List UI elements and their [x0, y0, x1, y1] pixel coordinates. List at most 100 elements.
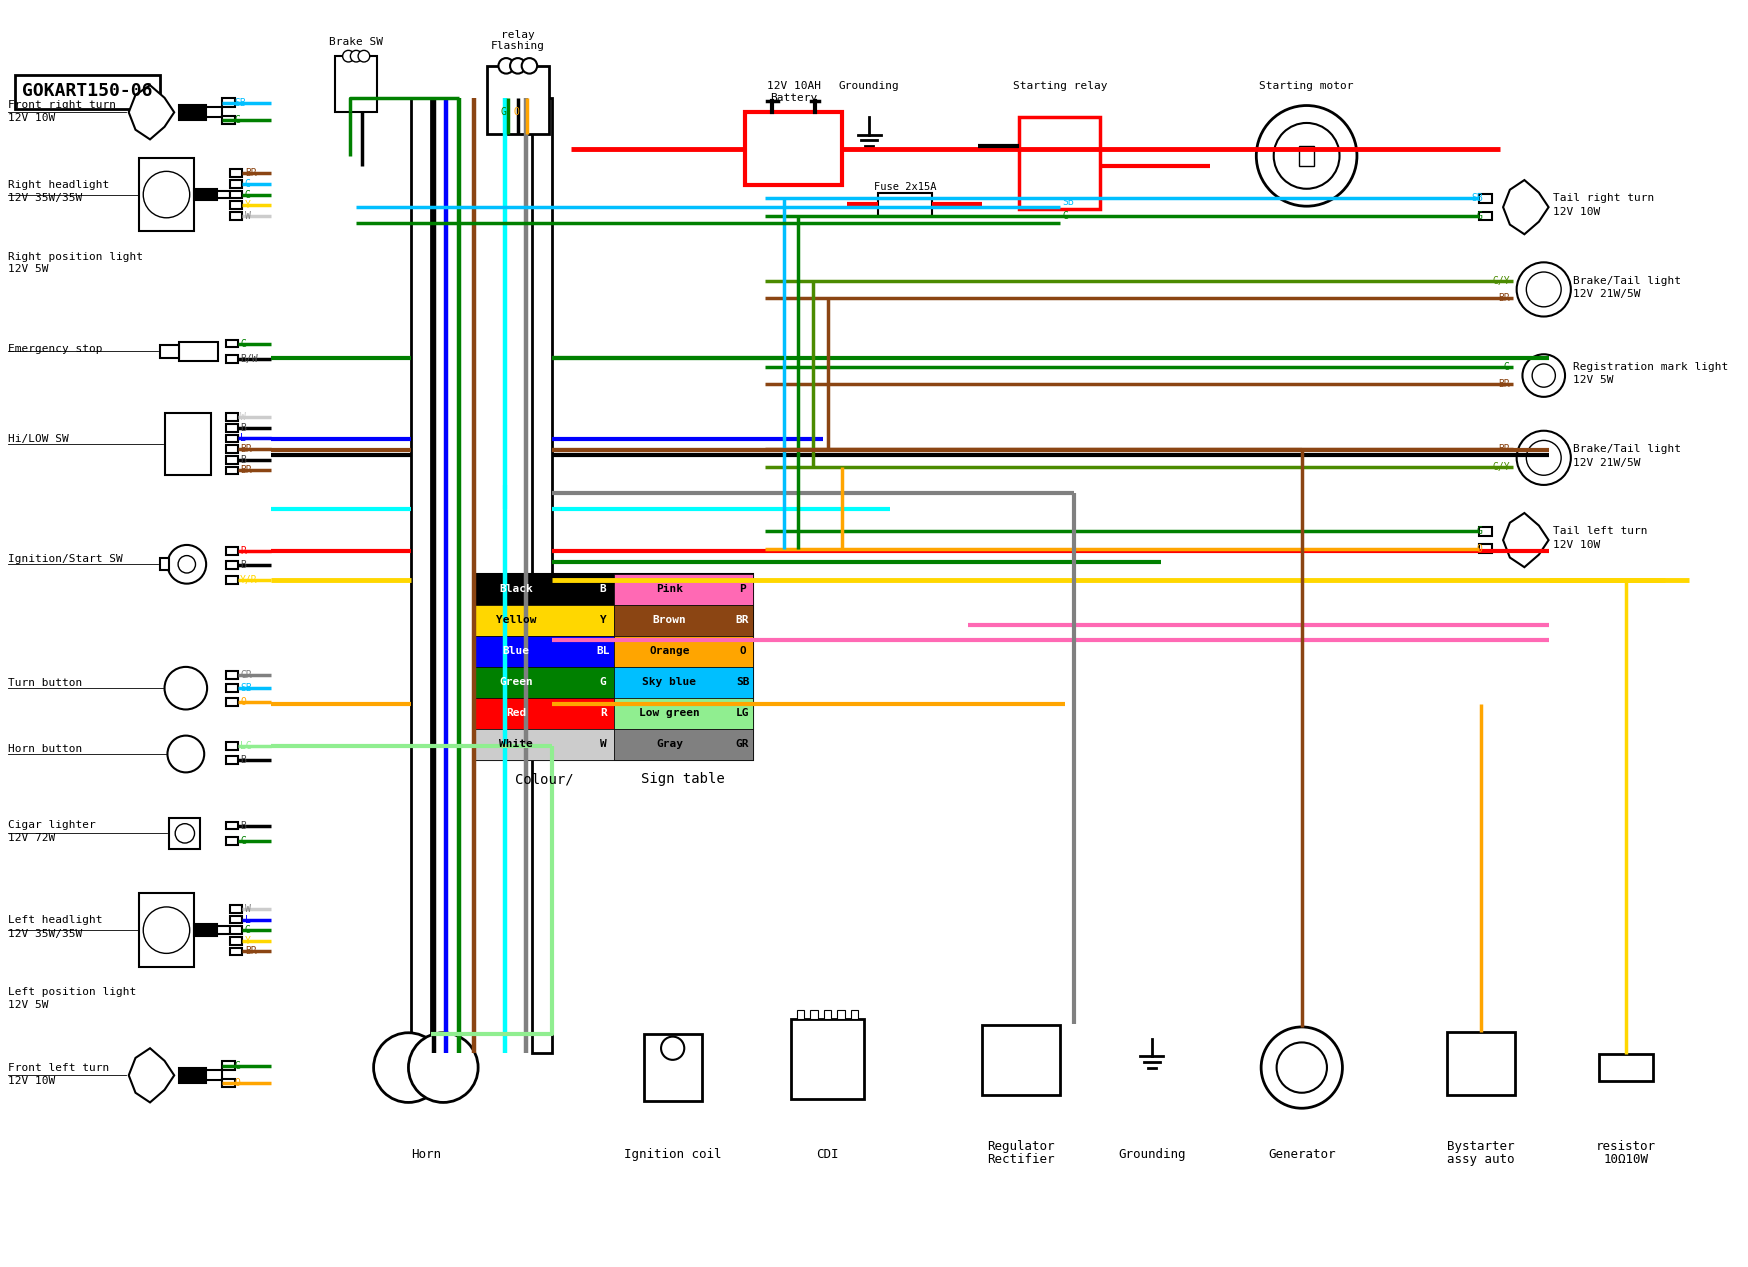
Circle shape [143, 171, 191, 218]
Bar [336, 56, 378, 113]
Text: BR: BR [1498, 379, 1510, 389]
Text: SB: SB [1472, 194, 1482, 204]
Bar [231, 948, 241, 955]
Text: SB: SB [234, 98, 246, 108]
Text: Flashing: Flashing [491, 42, 545, 52]
Text: 12V 10AH: 12V 10AH [767, 81, 820, 91]
Bar [614, 574, 753, 604]
Text: B: B [239, 560, 246, 570]
Circle shape [175, 824, 194, 843]
Text: G: G [239, 836, 246, 846]
Circle shape [168, 545, 206, 584]
Text: B: B [600, 584, 607, 594]
Circle shape [1526, 272, 1561, 307]
Text: Sign table: Sign table [642, 772, 725, 786]
Bar [227, 837, 238, 845]
Bar [231, 905, 241, 912]
Text: Front right turn: Front right turn [7, 100, 115, 109]
Text: Fuse 2x15A: Fuse 2x15A [874, 182, 937, 191]
Text: O: O [234, 1078, 239, 1088]
Circle shape [350, 51, 362, 62]
Text: Emergency stop: Emergency stop [7, 345, 101, 355]
Bar [227, 445, 238, 454]
Text: SB: SB [239, 683, 252, 693]
Circle shape [498, 58, 514, 73]
Bar [140, 893, 194, 967]
Text: B: B [239, 755, 246, 765]
Bar [227, 698, 238, 706]
Bar [178, 105, 206, 120]
Bar [474, 574, 614, 604]
Bar [488, 66, 549, 133]
Bar [231, 936, 241, 945]
Text: relay: relay [502, 30, 535, 39]
Text: G: G [500, 108, 507, 118]
Text: BR: BR [1498, 293, 1510, 303]
Text: W: W [600, 740, 607, 749]
Text: Y: Y [245, 200, 250, 210]
Bar [227, 547, 238, 555]
Text: R: R [239, 546, 246, 556]
Text: G/Y: G/Y [1493, 461, 1510, 471]
Text: Battery: Battery [771, 92, 818, 103]
Bar [837, 1010, 844, 1019]
Circle shape [1274, 123, 1339, 189]
Circle shape [168, 736, 205, 773]
Text: G: G [1063, 210, 1068, 220]
Text: Tail left turn: Tail left turn [1554, 526, 1648, 536]
Bar [231, 170, 241, 177]
Bar [170, 818, 201, 849]
Text: GOKART150-06: GOKART150-06 [23, 82, 152, 100]
Circle shape [143, 907, 191, 953]
Text: LG: LG [736, 708, 750, 718]
Bar [790, 1019, 864, 1098]
Bar [227, 435, 238, 442]
Bar [1599, 1054, 1654, 1081]
Text: W: W [245, 903, 250, 914]
Bar [474, 574, 753, 760]
Bar [159, 559, 170, 570]
Bar [231, 926, 241, 934]
Text: BL: BL [596, 646, 610, 656]
Circle shape [1260, 1028, 1342, 1109]
Text: Regulator: Regulator [988, 1140, 1054, 1153]
Text: 12V 21W/5W: 12V 21W/5W [1573, 457, 1640, 468]
Bar [222, 1078, 234, 1087]
Text: 12V 35W/35W: 12V 35W/35W [7, 929, 82, 939]
Text: Right headlight: Right headlight [7, 180, 108, 190]
Text: R: R [600, 708, 607, 718]
Text: Tail right turn: Tail right turn [1554, 194, 1655, 204]
Circle shape [1517, 431, 1571, 485]
Text: Turn button: Turn button [7, 678, 82, 688]
Text: 12V 10W: 12V 10W [1554, 540, 1601, 550]
Bar [474, 636, 614, 666]
Bar [222, 1062, 234, 1071]
Text: G: G [234, 115, 239, 125]
Text: G: G [234, 1060, 239, 1071]
Text: 12V 10W: 12V 10W [7, 113, 54, 123]
Text: GR: GR [239, 670, 252, 679]
Text: assy auto: assy auto [1447, 1153, 1514, 1166]
Polygon shape [129, 1048, 175, 1102]
Text: Orange: Orange [649, 646, 690, 656]
Bar [227, 466, 238, 474]
Text: Y: Y [245, 936, 250, 945]
Bar [217, 191, 231, 199]
Bar [982, 1025, 1059, 1095]
Circle shape [1517, 262, 1571, 317]
Text: Horn: Horn [411, 1148, 440, 1161]
Bar [194, 189, 217, 200]
Text: Hi/LOW SW: Hi/LOW SW [7, 435, 68, 445]
Text: SB: SB [736, 678, 750, 688]
Text: Red: Red [505, 708, 526, 718]
Bar [227, 742, 238, 750]
Bar [1479, 527, 1493, 536]
Text: BR: BR [239, 465, 252, 475]
Text: B: B [239, 423, 246, 433]
Text: BR: BR [245, 169, 257, 179]
Bar [140, 158, 194, 232]
Bar [227, 424, 238, 432]
Text: 12V 35W/35W: 12V 35W/35W [7, 194, 82, 204]
Bar [474, 729, 614, 760]
Circle shape [409, 1033, 479, 1102]
